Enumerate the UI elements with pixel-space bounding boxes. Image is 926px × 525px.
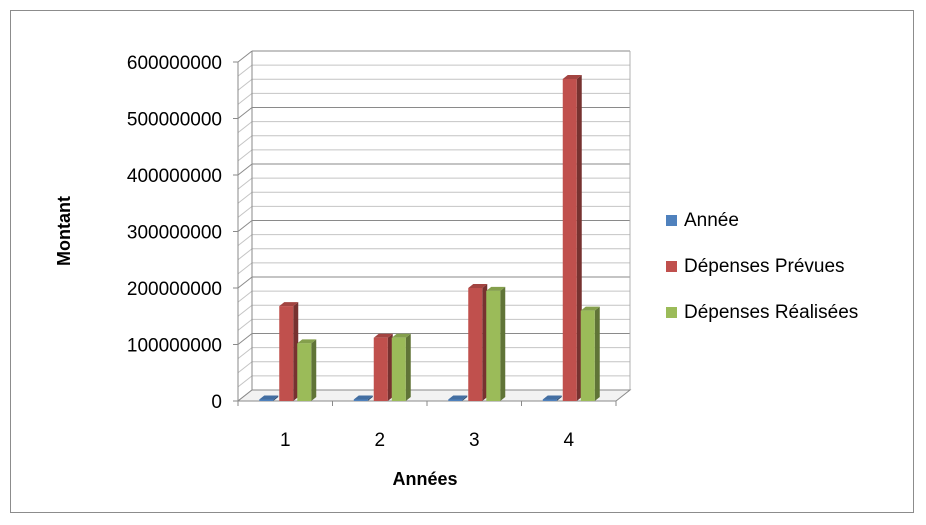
bar-top	[562, 74, 582, 79]
side-gridline	[237, 107, 253, 119]
bar-3-2	[391, 333, 411, 401]
bar-1-3	[448, 395, 468, 401]
bar-top	[373, 333, 393, 338]
bar-side	[594, 306, 600, 401]
bar-3-1	[297, 339, 317, 401]
legend-label: Dépenses Prévues	[684, 256, 845, 277]
x-tick-label: 4	[563, 430, 574, 451]
x-tick-label: 2	[374, 430, 385, 451]
side-gridline	[237, 290, 253, 303]
bar-side	[311, 339, 317, 401]
bar-side	[576, 74, 582, 401]
bars	[259, 74, 600, 401]
bar-top	[391, 333, 411, 338]
side-gridline	[237, 92, 253, 105]
side-gridline	[237, 333, 253, 345]
side-gridline	[237, 276, 253, 289]
y-axis-tick-labels: 0 100000000 200000000 300000000 400000000 500…	[127, 53, 222, 413]
side-gridline	[237, 205, 253, 218]
bar-side	[482, 284, 488, 401]
bar-front	[486, 290, 501, 401]
side-gridline	[237, 149, 253, 162]
bar-top	[353, 395, 373, 400]
side-gridline	[237, 361, 253, 374]
x-tick-label: 3	[469, 430, 480, 451]
side-gridline	[237, 375, 253, 388]
bar-1-1	[259, 395, 279, 401]
bar-front	[297, 343, 312, 401]
bar-front	[448, 399, 463, 401]
bar-top	[279, 302, 299, 307]
bar-1-4	[542, 395, 562, 401]
x-tick-label: 1	[280, 430, 291, 451]
side-gridline	[237, 135, 253, 148]
legend-label: Année	[684, 210, 739, 231]
bar-top	[448, 395, 468, 400]
y-axis-title: Montant	[54, 196, 74, 266]
side-gridline	[237, 78, 253, 91]
bar-side	[405, 333, 411, 401]
bar-side	[273, 395, 279, 401]
bar-front	[542, 399, 557, 401]
y-tick-label: 0	[211, 392, 222, 413]
legend-swatch	[666, 307, 677, 318]
bar-front	[353, 399, 368, 401]
side-gridline	[237, 177, 253, 190]
legend-swatch	[666, 215, 677, 226]
side-gridline	[237, 262, 253, 275]
bar-side	[462, 395, 468, 401]
bar-front	[468, 288, 483, 401]
bar-2-1	[279, 302, 299, 401]
side-gridline	[237, 248, 253, 261]
legend-swatch	[666, 261, 677, 272]
bar-front	[279, 306, 294, 401]
bar-3-4	[580, 306, 600, 401]
side-gridline	[237, 64, 253, 77]
side-gridline	[237, 50, 253, 63]
y-tick-label: 600000000	[127, 53, 222, 74]
legend-label: Dépenses Réalisées	[684, 302, 858, 323]
bar-top	[297, 339, 317, 344]
side-gridline	[237, 191, 253, 204]
bar-2-3	[468, 284, 488, 401]
bar-front	[562, 78, 577, 401]
bar-side	[387, 333, 393, 401]
side-gridline	[237, 163, 253, 176]
bar-side	[556, 395, 562, 401]
bar-top	[542, 395, 562, 400]
side-gridline	[237, 234, 253, 247]
x-axis-tick-labels: 1 2 3 4	[280, 430, 575, 451]
bar-3-3	[486, 286, 506, 401]
side-gridline	[237, 304, 253, 317]
bar-side	[293, 302, 299, 401]
bar-2-2	[373, 333, 393, 401]
bar-front	[259, 399, 274, 401]
side-gridline	[237, 347, 253, 360]
x-axis-title: Années	[392, 469, 457, 489]
bar-top	[580, 306, 600, 311]
legend: Année Dépenses Prévues Dépenses Réalisées	[666, 210, 858, 323]
y-tick-label: 400000000	[127, 166, 222, 187]
bar-top	[468, 284, 488, 288]
bar-2-4	[562, 74, 582, 401]
bar-front	[391, 337, 406, 401]
bar-side	[367, 395, 373, 401]
bar-side	[500, 286, 506, 401]
y-tick-label: 100000000	[127, 336, 222, 357]
bar-front	[580, 310, 595, 401]
side-gridline	[237, 220, 253, 232]
y-tick-label: 300000000	[127, 223, 222, 244]
y-tick-label: 500000000	[127, 110, 222, 131]
bar-front	[373, 337, 388, 401]
bar-1-2	[353, 395, 373, 401]
side-gridline	[237, 318, 253, 331]
bar-top	[259, 395, 279, 400]
y-tick-label: 200000000	[127, 279, 222, 300]
side-gridline	[237, 121, 253, 134]
bar-top	[486, 286, 506, 291]
